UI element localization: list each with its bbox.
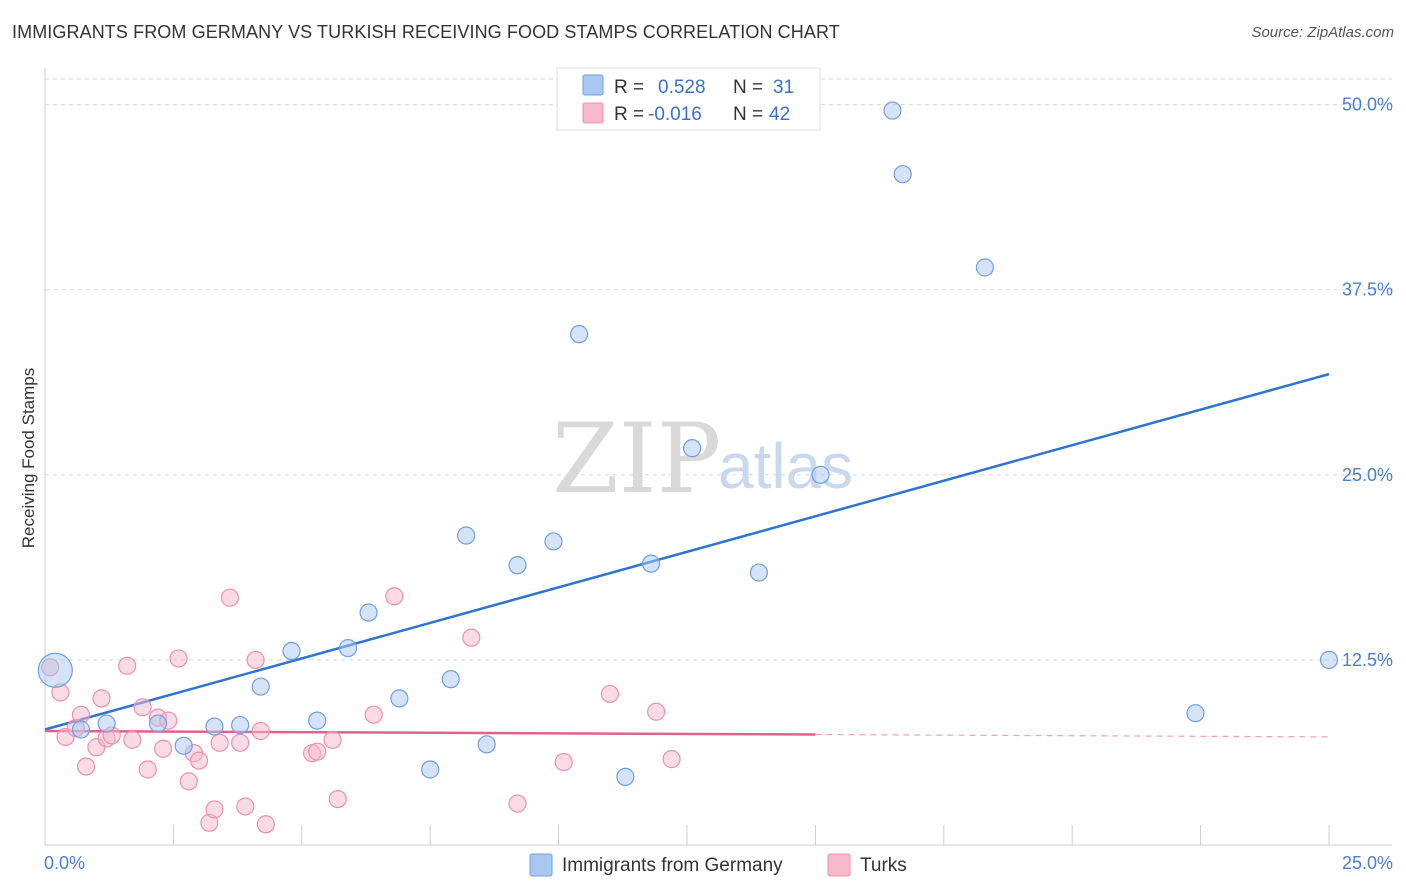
x-tick-label-max: 25.0% [1342, 853, 1393, 873]
germany-point-9 [308, 711, 327, 730]
turks-point-33 [328, 789, 347, 809]
watermark-zip: ZIP [552, 403, 721, 515]
germany-point-27 [975, 258, 994, 277]
bottom-legend-swatch-turks [827, 853, 851, 877]
turks-point-39 [600, 684, 620, 704]
turks-point-32 [323, 730, 342, 749]
turks-point-24 [220, 588, 239, 607]
turks-point-35 [385, 587, 404, 606]
germany-point-5 [205, 717, 224, 736]
turks-point-26 [236, 797, 255, 816]
data-points [37, 101, 1339, 834]
legend-r-value-2: -0.016 [648, 104, 702, 125]
chart-title: IMMIGRANTS FROM GERMANY VS TURKISH RECEI… [12, 22, 840, 42]
y-tick-label-1: 25.0% [1342, 465, 1393, 485]
germany-point-11 [359, 603, 378, 622]
turks-point-29 [256, 815, 275, 834]
turks-point-37 [508, 794, 527, 813]
legend-n-value-2: 42 [769, 104, 790, 125]
turks-point-13 [138, 760, 157, 779]
germany-point-13 [421, 760, 440, 779]
germany-point-15 [457, 526, 476, 545]
y-tick-label-0: 12.5% [1342, 650, 1393, 670]
legend-r-label-2: R = [614, 104, 644, 125]
legend-n-label-1: N = [733, 77, 763, 98]
turks-point-41 [662, 750, 681, 769]
turks-point-28 [251, 721, 270, 741]
turks-point-23 [210, 733, 229, 752]
source-label: Source: ZipAtlas.com [1251, 24, 1394, 41]
watermark-atlas: atlas [718, 430, 853, 502]
germany-point-21 [641, 554, 661, 573]
legend-swatch-blue [582, 74, 604, 96]
germany-point-24 [811, 465, 830, 484]
y-tick-label-3: 50.0% [1342, 95, 1393, 115]
legend-swatch-pink [582, 102, 604, 124]
germany-point-8 [282, 641, 301, 661]
turks-point-34 [364, 705, 383, 724]
bottom-legend-turks: Turks [860, 855, 907, 876]
germany-point-17 [508, 556, 527, 575]
legend-r-label-1: R = [614, 77, 644, 98]
turks-point-11 [123, 730, 142, 749]
y-tick-label-2: 37.5% [1342, 280, 1393, 300]
trend-lines [44, 372, 1330, 738]
grid-lines [45, 78, 1392, 661]
germany-point-26 [893, 165, 912, 184]
legend-r-value-1: 0.528 [658, 77, 706, 98]
germany-point-3 [148, 714, 168, 733]
turks-point-7 [92, 689, 111, 708]
turks-point-15 [154, 739, 173, 758]
trend-line-0 [44, 372, 1330, 731]
germany-point-10 [338, 638, 358, 658]
y-axis-title: Receiving Food Stamps [19, 368, 38, 548]
turks-point-5 [76, 757, 96, 776]
germany-point-22 [683, 439, 702, 458]
germany-point-1 [71, 720, 91, 739]
germany-point-14 [441, 670, 460, 689]
germany-point-28 [1186, 704, 1205, 723]
turks-point-22 [205, 800, 224, 819]
turks-point-20 [189, 751, 209, 770]
germany-point-4 [174, 736, 193, 755]
y-tick-labels: 12.5% 25.0% 37.5% 50.0% [1342, 95, 1393, 670]
legend-box: R = 0.528 N = 31 R = -0.016 N = 42 [556, 67, 821, 131]
germany-point-19 [570, 325, 589, 344]
legend-n-label-2: N = [733, 104, 763, 125]
germany-point-2 [97, 714, 116, 733]
turks-point-18 [179, 772, 198, 791]
trend-line-1 [44, 729, 816, 736]
germany-point-7 [251, 677, 270, 696]
bottom-legend-germany: Immigrants from Germany [562, 855, 783, 876]
turks-point-25 [231, 733, 250, 752]
germany-point-0 [37, 652, 73, 688]
germany-point-29 [1319, 650, 1339, 670]
turks-point-17 [169, 649, 188, 668]
x-tick-labels: 0.0% 25.0% [44, 853, 1393, 873]
trend-line-dashed-1 [815, 733, 1330, 738]
germany-point-12 [390, 689, 409, 708]
germany-point-25 [883, 101, 902, 120]
turks-point-40 [647, 702, 666, 721]
turks-point-38 [554, 752, 573, 772]
germany-point-6 [231, 715, 250, 735]
legend-n-value-1: 31 [773, 77, 794, 98]
turks-point-10 [118, 656, 137, 675]
germany-point-23 [749, 563, 769, 582]
turks-point-12 [133, 698, 152, 717]
axes [44, 68, 1392, 846]
turks-point-31 [308, 742, 327, 761]
turks-point-27 [246, 650, 265, 670]
bottom-legend-swatch-germany [529, 853, 553, 877]
bottom-legend: Immigrants from Germany Turks [529, 853, 907, 877]
x-tick-label-min: 0.0% [44, 853, 85, 873]
germany-point-16 [477, 735, 496, 754]
turks-point-36 [462, 628, 481, 647]
watermark: ZIP atlas [552, 403, 853, 515]
germany-point-20 [616, 767, 635, 786]
germany-point-18 [544, 532, 563, 551]
